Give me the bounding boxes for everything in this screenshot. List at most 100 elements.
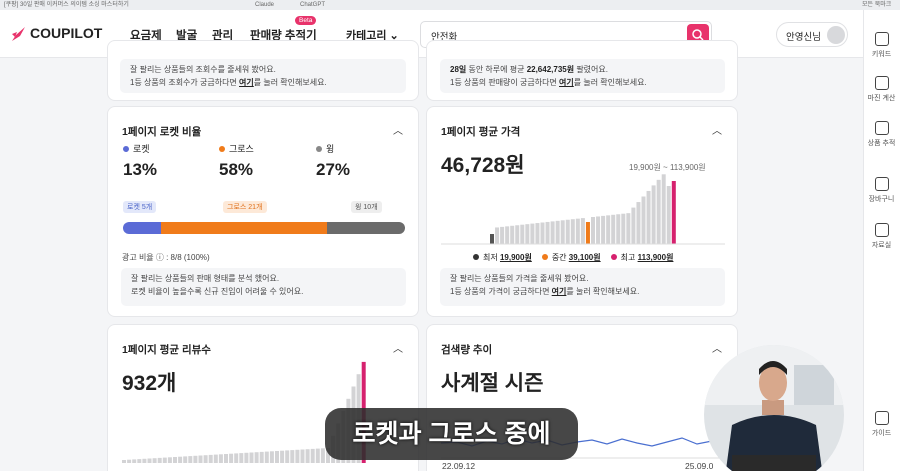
review-bar xyxy=(310,448,315,463)
review-bar xyxy=(290,450,295,463)
bar-label: 로켓 5개 xyxy=(123,201,157,213)
sidebar-item[interactable]: 상품 추적 xyxy=(863,121,900,148)
ad-ratio: 광고 비율 ⓘ : 8/8 (100%) xyxy=(122,253,210,262)
review-bar xyxy=(142,458,147,463)
ratio-bar xyxy=(123,222,405,234)
review-bar xyxy=(193,455,198,463)
average-reviews: 932개 xyxy=(122,372,177,395)
price-bar xyxy=(535,223,540,244)
sidebar-item[interactable]: 가이드 xyxy=(863,411,900,438)
review-bar xyxy=(269,451,274,463)
sidebar-label: 상품 추적 xyxy=(867,140,896,147)
price-bar xyxy=(555,220,560,244)
card: 1페이지 로켓 비율 ︿ 로켓 5개 그로스 21개 윙 10개 광고 비율 ⓘ… xyxy=(107,106,419,317)
price-bar xyxy=(545,221,550,244)
note-box: 잘 팔리는 상품들의 조회수를 줄세워 봤어요. 1등 상품의 조회수가 궁금하다… xyxy=(120,59,406,93)
bookmark[interactable]: Claude xyxy=(255,2,275,8)
bookmark[interactable]: ChatGPT xyxy=(300,2,326,8)
note-box: 28일 동안 하루에 평균 22,642,735원 팔렸어요. 1등 상품의 판매… xyxy=(440,59,725,93)
price-bar xyxy=(591,217,595,244)
price-bar xyxy=(631,207,636,244)
price-bar xyxy=(540,222,545,244)
review-bar xyxy=(320,448,325,463)
user-name: 안영신님 xyxy=(786,32,821,43)
note-box: 잘 팔리는 상품들의 판매 형태를 분석 했어요. 로켓 비율이 높을수록 신규… xyxy=(121,268,406,306)
price-bar xyxy=(596,216,601,244)
bookmark[interactable]: 모든 북마크 xyxy=(862,2,892,8)
category-menu[interactable]: 카테고리 ⌄ xyxy=(346,30,399,42)
legend-label: 최고 xyxy=(620,253,636,262)
legend-item: 로켓 xyxy=(123,142,150,155)
review-bar xyxy=(178,456,183,463)
note-text: 잘 팔리는 상품들의 조회수를 줄세워 봤어요. xyxy=(130,65,276,74)
review-bar xyxy=(280,450,285,463)
nav-item[interactable]: 요금제 xyxy=(130,30,162,42)
legend-dot xyxy=(541,254,548,260)
note-link[interactable]: 여기 xyxy=(239,78,254,87)
legend-value: 113,900원 xyxy=(637,253,674,262)
price-bar xyxy=(641,196,646,244)
review-bar xyxy=(208,454,213,463)
note-text: 팔렸어요. xyxy=(574,65,608,74)
collapse-button[interactable]: ︿ xyxy=(712,126,722,137)
nav-item[interactable]: 판매량 추적기 xyxy=(250,30,317,42)
collapse-button[interactable]: ︿ xyxy=(393,126,403,137)
sidebar-item[interactable]: 마진 계산 xyxy=(863,76,900,103)
review-bar xyxy=(127,459,132,463)
price-bar xyxy=(671,181,676,244)
review-bar xyxy=(254,452,259,463)
nav-item[interactable]: 관리 xyxy=(212,30,234,42)
note-box: 잘 팔리는 상품들의 가격을 줄세워 봤어요. 1등 상품의 가격이 궁금하다면 … xyxy=(440,268,725,306)
sidebar-item[interactable]: 자료실 xyxy=(863,223,900,250)
card-title: 1페이지 평균 가격 xyxy=(441,126,521,138)
review-bar xyxy=(264,451,269,463)
price-bar xyxy=(621,213,626,244)
sidebar-item[interactable]: 장바구니 xyxy=(863,177,900,204)
price-bar xyxy=(570,219,575,244)
nav-item[interactable]: 발굴 xyxy=(176,30,198,42)
user-menu[interactable]: 안영신님 xyxy=(776,22,848,47)
review-bar xyxy=(249,452,254,463)
search-button[interactable] xyxy=(687,24,709,45)
ratio-value: 27% xyxy=(316,160,351,179)
bar-segment xyxy=(327,222,405,234)
price-bar xyxy=(636,202,641,244)
review-bar xyxy=(239,453,244,463)
note-link[interactable]: 여기 xyxy=(551,287,567,296)
card: 1페이지 평균 가격 ︿ 46,728원 19,900원 ~ 113,900원 … xyxy=(426,106,738,317)
sidebar-label: 키워드 xyxy=(871,51,892,58)
review-bar xyxy=(285,450,290,463)
collapse-button[interactable]: ︿ xyxy=(393,344,403,355)
price-bar xyxy=(580,218,585,244)
review-bar xyxy=(188,456,193,463)
review-bar xyxy=(147,458,152,463)
note-line: 잘 팔리는 상품들의 조회수를 줄세워 봤어요. xyxy=(130,63,396,76)
note-line: 1등 상품의 가격이 궁금하다면 여기를 눌러 확인해보세요. xyxy=(450,285,715,298)
legend-label: 그로스 xyxy=(229,144,254,154)
note-link[interactable]: 여기 xyxy=(559,78,574,87)
review-bar xyxy=(183,456,188,463)
date-label: 25.09.0 xyxy=(685,461,714,471)
price-bar xyxy=(616,214,621,244)
sidebar-label: 마진 계산 xyxy=(867,95,896,102)
price-bar xyxy=(601,215,606,244)
note-text: 22,642,735원 xyxy=(526,65,575,74)
note-text: 1등 상품의 조회수가 궁금하다면 xyxy=(130,78,240,87)
review-bar xyxy=(300,449,305,463)
legend-value: 39,100원 xyxy=(568,253,601,262)
review-bar xyxy=(234,453,239,463)
price-bar xyxy=(525,224,530,244)
price-bar xyxy=(495,227,500,244)
note-text: 1등 상품의 판매량이 궁금하다면 xyxy=(450,78,560,87)
bookmark[interactable]: [쿠팡] 30일 판매 이커머스 의이템 소싱 마스터하기 xyxy=(4,2,129,8)
logo[interactable]: COUPILOT xyxy=(30,25,103,41)
legend-dot xyxy=(123,146,129,152)
sidebar-item[interactable]: 키워드 xyxy=(863,32,900,59)
price-bar xyxy=(651,185,656,244)
bar-label: 윙 10개 xyxy=(351,201,382,213)
note-text: 28일 xyxy=(450,65,467,74)
collapse-button[interactable]: ︿ xyxy=(712,344,722,355)
legend-dot xyxy=(316,146,322,152)
price-bar xyxy=(626,213,631,244)
